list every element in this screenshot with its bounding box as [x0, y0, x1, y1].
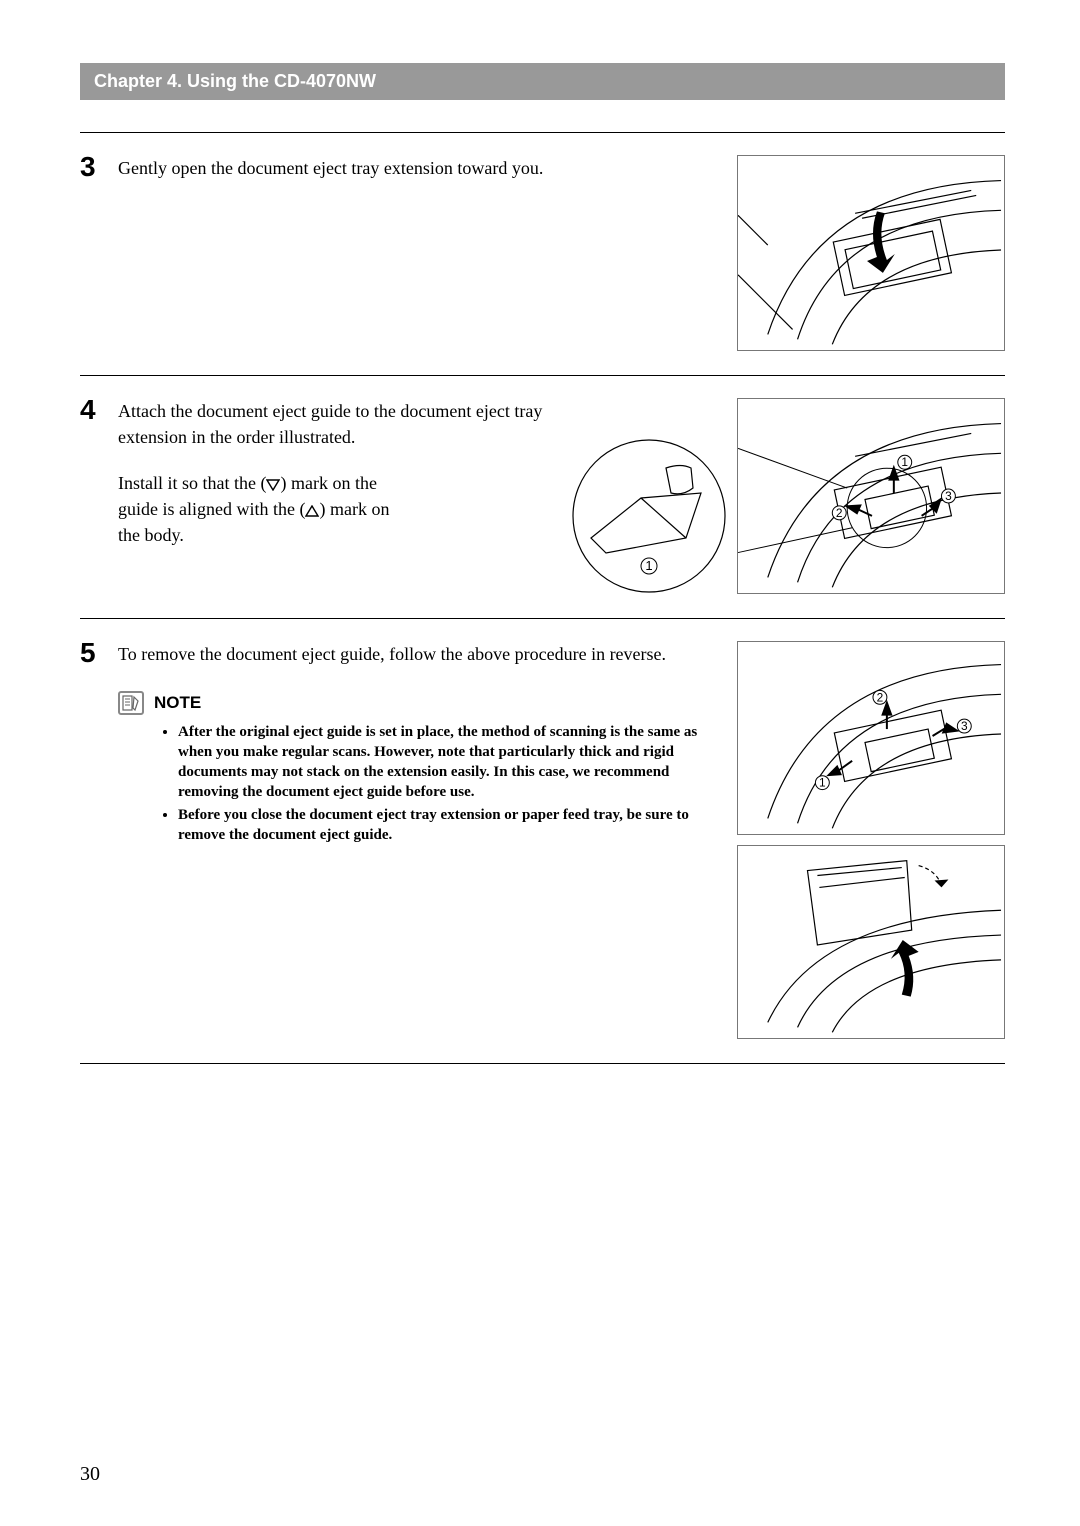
illustration-step-4-right: 1 2 3 [737, 398, 1005, 594]
step-3-text: Gently open the document eject tray exte… [118, 158, 543, 178]
illustration-step-5b [737, 845, 1005, 1039]
step-5: 5 To remove the document eject guide, fo… [80, 618, 1005, 1064]
step-5-para-1: To remove the document eject guide, foll… [118, 641, 709, 667]
triangle-down-icon [266, 479, 280, 491]
step-4-para-2: Install it so that the () mark on the gu… [118, 470, 398, 548]
page-number: 30 [80, 1463, 100, 1486]
step-number: 3 [80, 153, 118, 351]
note-item: After the original eject guide is set in… [178, 722, 709, 803]
note-header: NOTE [118, 691, 709, 716]
svg-text:2: 2 [877, 690, 884, 704]
chapter-header: Chapter 4. Using the CD-4070NW [80, 63, 1005, 100]
step-3: 3 Gently open the document eject tray ex… [80, 132, 1005, 375]
step-4-para-1: Attach the document eject guide to the d… [118, 398, 561, 450]
triangle-up-icon [305, 505, 319, 517]
text-frag: Install it so that the ( [118, 473, 266, 493]
svg-text:1: 1 [645, 558, 652, 573]
step-text: Attach the document eject guide to the d… [118, 398, 561, 594]
illustration-step-3 [737, 155, 1005, 351]
illustration-step-4-inset: 1 [571, 438, 727, 594]
svg-text:2: 2 [836, 506, 843, 520]
illustration-step-5a: 1 2 3 [737, 641, 1005, 835]
step-text: To remove the document eject guide, foll… [118, 641, 727, 1039]
note-item: Before you close the document eject tray… [178, 805, 709, 846]
note-label: NOTE [154, 691, 201, 716]
svg-text:3: 3 [945, 489, 952, 503]
step-number: 5 [80, 639, 118, 1039]
step-text: Gently open the document eject tray exte… [118, 155, 727, 351]
note-list: After the original eject guide is set in… [118, 722, 709, 846]
svg-text:3: 3 [961, 719, 968, 733]
svg-text:1: 1 [901, 455, 908, 469]
note-icon [118, 691, 144, 715]
step-4: 4 Attach the document eject guide to the… [80, 375, 1005, 618]
svg-text:1: 1 [819, 776, 826, 790]
step-number: 4 [80, 396, 118, 594]
